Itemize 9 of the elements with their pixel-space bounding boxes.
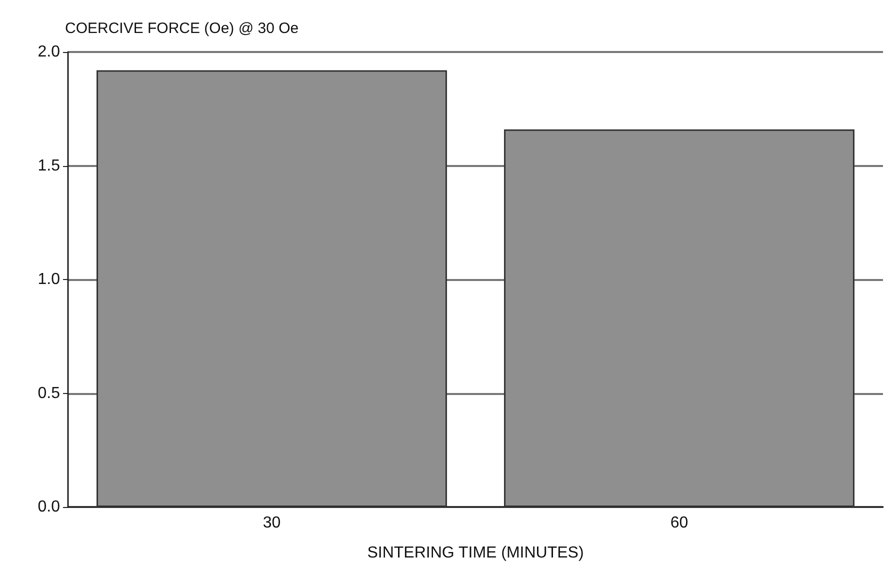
chart-title: COERCIVE FORCE (Oe) @ 30 Oe [65, 20, 299, 37]
y-tick-label: 1.0 [38, 271, 60, 288]
y-tick-label: 2.0 [38, 44, 60, 60]
y-tick-label: 1.5 [38, 157, 60, 174]
y-tick-label: 0.0 [38, 498, 60, 516]
x-tick-label: 60 [670, 514, 688, 532]
y-tick-label: 0.5 [38, 384, 60, 402]
x-tick-label: 30 [262, 514, 281, 532]
x-axis-title: SINTERING TIME (MINUTES) [367, 544, 584, 562]
